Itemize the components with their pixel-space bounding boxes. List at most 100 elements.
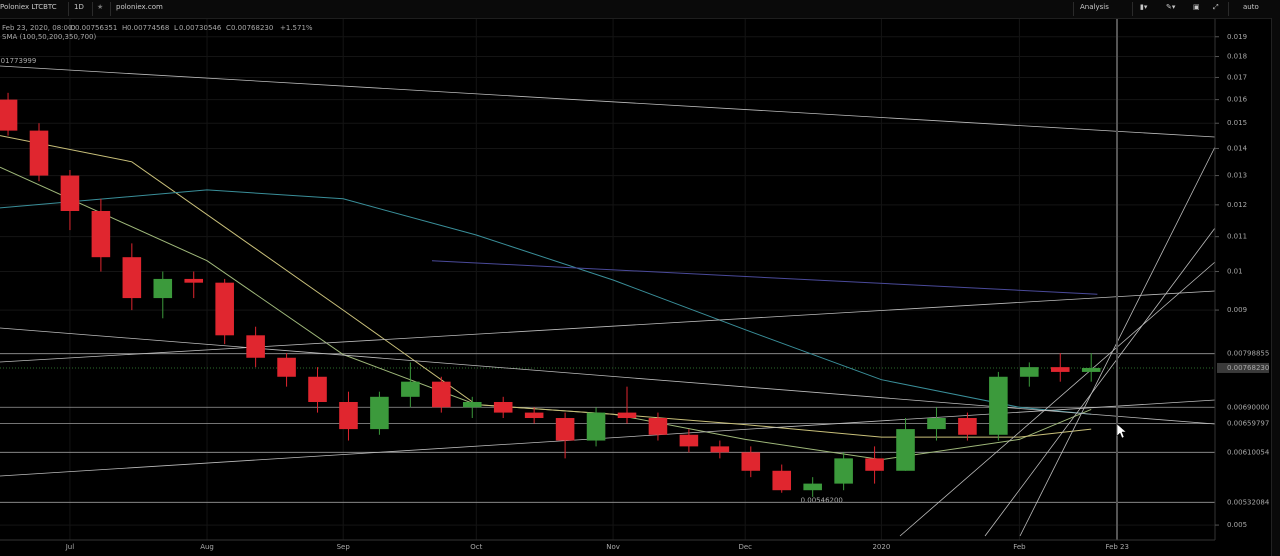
y-tick-label: 0.014 — [1227, 144, 1248, 152]
last-price-tag — [1217, 362, 1269, 373]
candle-body — [834, 458, 853, 484]
candle-body — [1020, 367, 1039, 377]
candle-body — [432, 381, 451, 408]
y-tick-label: 0.016 — [1227, 96, 1248, 104]
candle-body — [927, 418, 946, 430]
candle-body — [91, 210, 111, 258]
x-tick-label: Aug — [200, 543, 214, 551]
trend-line — [984, 227, 1216, 537]
candle-body — [741, 452, 761, 471]
mouse-cursor — [1116, 423, 1127, 439]
toolbar: Poloniex LTCBTC 1D ★ poloniex.com Analys… — [0, 0, 1280, 19]
moving-average — [0, 166, 1092, 461]
candle-body — [896, 429, 915, 471]
x-tick-label: Sep — [337, 543, 351, 551]
candle-body — [493, 401, 513, 413]
y-tick-label: 0.009 — [1227, 306, 1247, 314]
sma-legend: SMA (100,50,200,350,700) — [2, 33, 96, 41]
x-tick-label: Feb — [1013, 543, 1026, 551]
candle-body — [308, 376, 327, 402]
candle-body — [772, 470, 792, 491]
trend-line — [0, 399, 1216, 477]
level-label: 0.00659797 — [1227, 420, 1269, 428]
candle-body — [153, 278, 173, 299]
ohlc-change: +1.571% — [280, 24, 313, 32]
trend-line — [0, 327, 1216, 425]
moving-average — [0, 135, 1092, 438]
candle-body — [60, 175, 80, 211]
y-tick-label: 0.019 — [1227, 33, 1247, 41]
y-tick-label: 0.015 — [1227, 119, 1247, 127]
symbol[interactable]: Poloniex LTCBTC — [0, 3, 57, 11]
low-annotation: 0.00546200 — [801, 497, 843, 505]
ohlc-prefix: C — [226, 24, 231, 32]
candle-body — [370, 396, 389, 430]
trend-line — [0, 290, 1216, 363]
candle-body — [524, 412, 544, 419]
ohlc-prefix: O — [70, 24, 76, 32]
moving-average — [0, 189, 1092, 415]
trend-line — [0, 65, 1216, 138]
candle-body — [122, 257, 142, 299]
candle-body — [1050, 367, 1070, 372]
y-tick-label: 0.01 — [1227, 268, 1243, 276]
candle-body — [679, 434, 699, 447]
x-tick-label: Oct — [470, 543, 482, 551]
scale-mode[interactable]: auto — [1243, 3, 1259, 11]
x-tick-label: 2020 — [872, 543, 890, 551]
candle-body — [586, 412, 606, 441]
y-tick-label: 0.005 — [1227, 521, 1247, 529]
candle-body — [958, 418, 977, 435]
moving-average — [431, 260, 1098, 295]
analysis-button[interactable]: Analysis — [1080, 3, 1109, 11]
candle-body — [710, 446, 730, 453]
screenshot-button[interactable]: ▣ — [1193, 3, 1200, 11]
candle-body — [803, 483, 822, 491]
level-label: 0.00798855 — [1227, 350, 1269, 358]
candle-body — [339, 401, 358, 430]
ohlc-value: 0.00756351 — [75, 24, 117, 32]
source[interactable]: poloniex.com — [116, 3, 163, 11]
star-icon[interactable]: ★ — [97, 3, 104, 11]
candle-body — [246, 335, 265, 358]
ohlc-date: Feb 23, 2020, 08:00 — [2, 24, 72, 32]
candle-body — [0, 99, 18, 131]
price-axis — [1215, 18, 1271, 540]
ohlc-value: 0.00768230 — [231, 24, 273, 32]
x-tick-label: Nov — [606, 543, 620, 551]
ohlc-value: 0.00730546 — [179, 24, 222, 32]
candle-body — [462, 401, 482, 408]
candle-body — [29, 130, 49, 176]
y-tick-label: 0.011 — [1227, 233, 1247, 241]
candle-body — [555, 418, 575, 441]
level-label: 0.00610054 — [1227, 448, 1270, 456]
candle-body — [277, 357, 296, 377]
chart-type-button[interactable]: ▮▾ — [1140, 3, 1148, 11]
candle-body — [865, 458, 884, 471]
x-tick-label: Dec — [738, 543, 752, 551]
ohlc-prefix: H — [122, 24, 127, 32]
candle-body — [401, 381, 420, 397]
candle-body — [215, 282, 234, 336]
candle-body — [184, 278, 204, 283]
y-tick-label: 0.017 — [1227, 73, 1247, 81]
fullscreen-button[interactable]: ⤢ — [1213, 3, 1219, 11]
candle-body — [989, 376, 1008, 435]
level-label: 0.00690000 — [1227, 403, 1269, 411]
y-tick-label: 0.013 — [1227, 172, 1247, 180]
last-price-label: 0.00768230 — [1227, 364, 1269, 372]
interval[interactable]: 1D — [74, 3, 84, 11]
candle-body — [648, 418, 668, 435]
trend-line — [899, 261, 1216, 537]
x-tick-label: Feb 23 — [1105, 543, 1129, 551]
trend-lines — [0, 65, 1216, 537]
ohlc-value: 0.00774568 — [127, 24, 169, 32]
candle-body — [617, 412, 637, 419]
x-tick-label: Jul — [65, 543, 75, 551]
ohlc-prefix: L — [174, 24, 178, 32]
level-annotation: 0.01773999 — [0, 57, 36, 65]
right-toolbar — [1271, 18, 1280, 556]
draw-button[interactable]: ✎▾ — [1166, 3, 1176, 11]
